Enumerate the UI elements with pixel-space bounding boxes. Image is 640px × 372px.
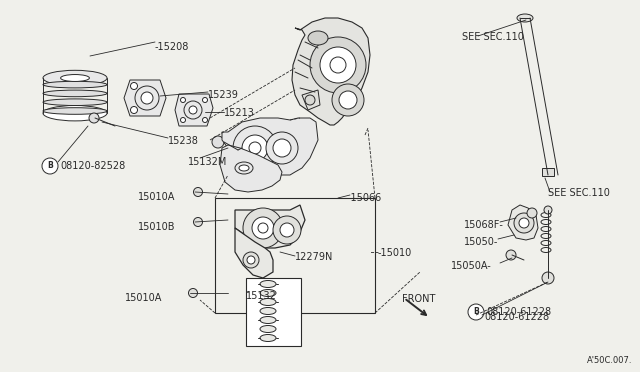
Text: 15132: 15132 <box>246 291 277 301</box>
Text: 15239: 15239 <box>208 90 239 100</box>
Text: 15132M: 15132M <box>188 157 227 167</box>
Text: 15068F-: 15068F- <box>464 220 504 230</box>
Circle shape <box>506 250 516 260</box>
Ellipse shape <box>260 289 276 296</box>
Text: 08120-61228: 08120-61228 <box>486 307 551 317</box>
Ellipse shape <box>43 99 107 106</box>
Circle shape <box>243 208 283 248</box>
Circle shape <box>519 218 529 228</box>
Bar <box>542 168 554 176</box>
Text: FRONT: FRONT <box>402 294 435 304</box>
Circle shape <box>202 97 207 103</box>
Circle shape <box>193 218 202 227</box>
Text: 15050A-: 15050A- <box>451 261 492 271</box>
Circle shape <box>320 47 356 83</box>
Circle shape <box>180 97 186 103</box>
Circle shape <box>252 217 274 239</box>
Ellipse shape <box>517 14 533 22</box>
Circle shape <box>131 106 138 113</box>
Ellipse shape <box>308 31 328 45</box>
Polygon shape <box>220 145 282 192</box>
Circle shape <box>527 208 537 218</box>
Text: 15213: 15213 <box>224 108 255 118</box>
Ellipse shape <box>43 90 107 97</box>
Circle shape <box>330 57 346 73</box>
Ellipse shape <box>43 106 107 121</box>
Circle shape <box>202 118 207 122</box>
Ellipse shape <box>43 108 107 114</box>
Circle shape <box>233 126 277 170</box>
Circle shape <box>280 223 294 237</box>
Circle shape <box>310 37 366 93</box>
Ellipse shape <box>61 74 90 81</box>
Polygon shape <box>508 205 538 240</box>
Circle shape <box>89 113 99 123</box>
Circle shape <box>42 158 58 174</box>
Polygon shape <box>222 118 318 175</box>
Circle shape <box>212 136 224 148</box>
Circle shape <box>332 84 364 116</box>
Ellipse shape <box>239 165 249 171</box>
Circle shape <box>243 252 259 268</box>
Text: SEE SEC.110: SEE SEC.110 <box>548 188 610 198</box>
Circle shape <box>242 135 268 161</box>
Circle shape <box>135 86 159 110</box>
Ellipse shape <box>260 326 276 333</box>
Text: -15208: -15208 <box>155 42 189 52</box>
Bar <box>246 278 301 346</box>
Text: A'50C.007.: A'50C.007. <box>587 356 632 365</box>
Text: 08120-82528: 08120-82528 <box>60 161 125 171</box>
Circle shape <box>339 91 357 109</box>
Ellipse shape <box>43 81 107 88</box>
Text: 12279N: 12279N <box>295 252 333 262</box>
Circle shape <box>193 187 202 196</box>
Circle shape <box>305 95 315 105</box>
Text: 08120-61228: 08120-61228 <box>484 312 549 322</box>
Circle shape <box>273 139 291 157</box>
Circle shape <box>258 223 268 233</box>
Text: 15010A: 15010A <box>138 192 175 202</box>
Circle shape <box>249 142 261 154</box>
Circle shape <box>131 83 138 90</box>
Circle shape <box>266 132 298 164</box>
Ellipse shape <box>43 70 107 86</box>
Circle shape <box>247 256 255 264</box>
Text: 15010A: 15010A <box>125 293 163 303</box>
Text: SEE SEC.110: SEE SEC.110 <box>462 32 524 42</box>
Text: 15238: 15238 <box>168 136 199 146</box>
Circle shape <box>514 213 534 233</box>
Circle shape <box>189 106 197 114</box>
Text: -15066: -15066 <box>348 193 382 203</box>
Circle shape <box>180 118 186 122</box>
Ellipse shape <box>260 280 276 288</box>
Polygon shape <box>235 228 273 278</box>
Ellipse shape <box>260 298 276 305</box>
Circle shape <box>468 304 484 320</box>
Circle shape <box>544 206 552 214</box>
Circle shape <box>542 272 554 284</box>
Polygon shape <box>124 80 166 116</box>
Polygon shape <box>235 205 305 248</box>
Text: -15010: -15010 <box>378 248 412 258</box>
Ellipse shape <box>260 317 276 324</box>
Circle shape <box>184 101 202 119</box>
Circle shape <box>189 289 198 298</box>
Text: B: B <box>47 161 53 170</box>
Circle shape <box>273 216 301 244</box>
Bar <box>215 198 375 313</box>
Text: 15010B: 15010B <box>138 222 175 232</box>
Polygon shape <box>302 90 320 110</box>
Polygon shape <box>175 94 213 126</box>
Ellipse shape <box>260 308 276 314</box>
Ellipse shape <box>235 162 253 174</box>
Text: 15050-: 15050- <box>464 237 499 247</box>
Ellipse shape <box>260 334 276 341</box>
Text: B: B <box>473 308 479 317</box>
Polygon shape <box>292 18 370 125</box>
Circle shape <box>141 92 153 104</box>
